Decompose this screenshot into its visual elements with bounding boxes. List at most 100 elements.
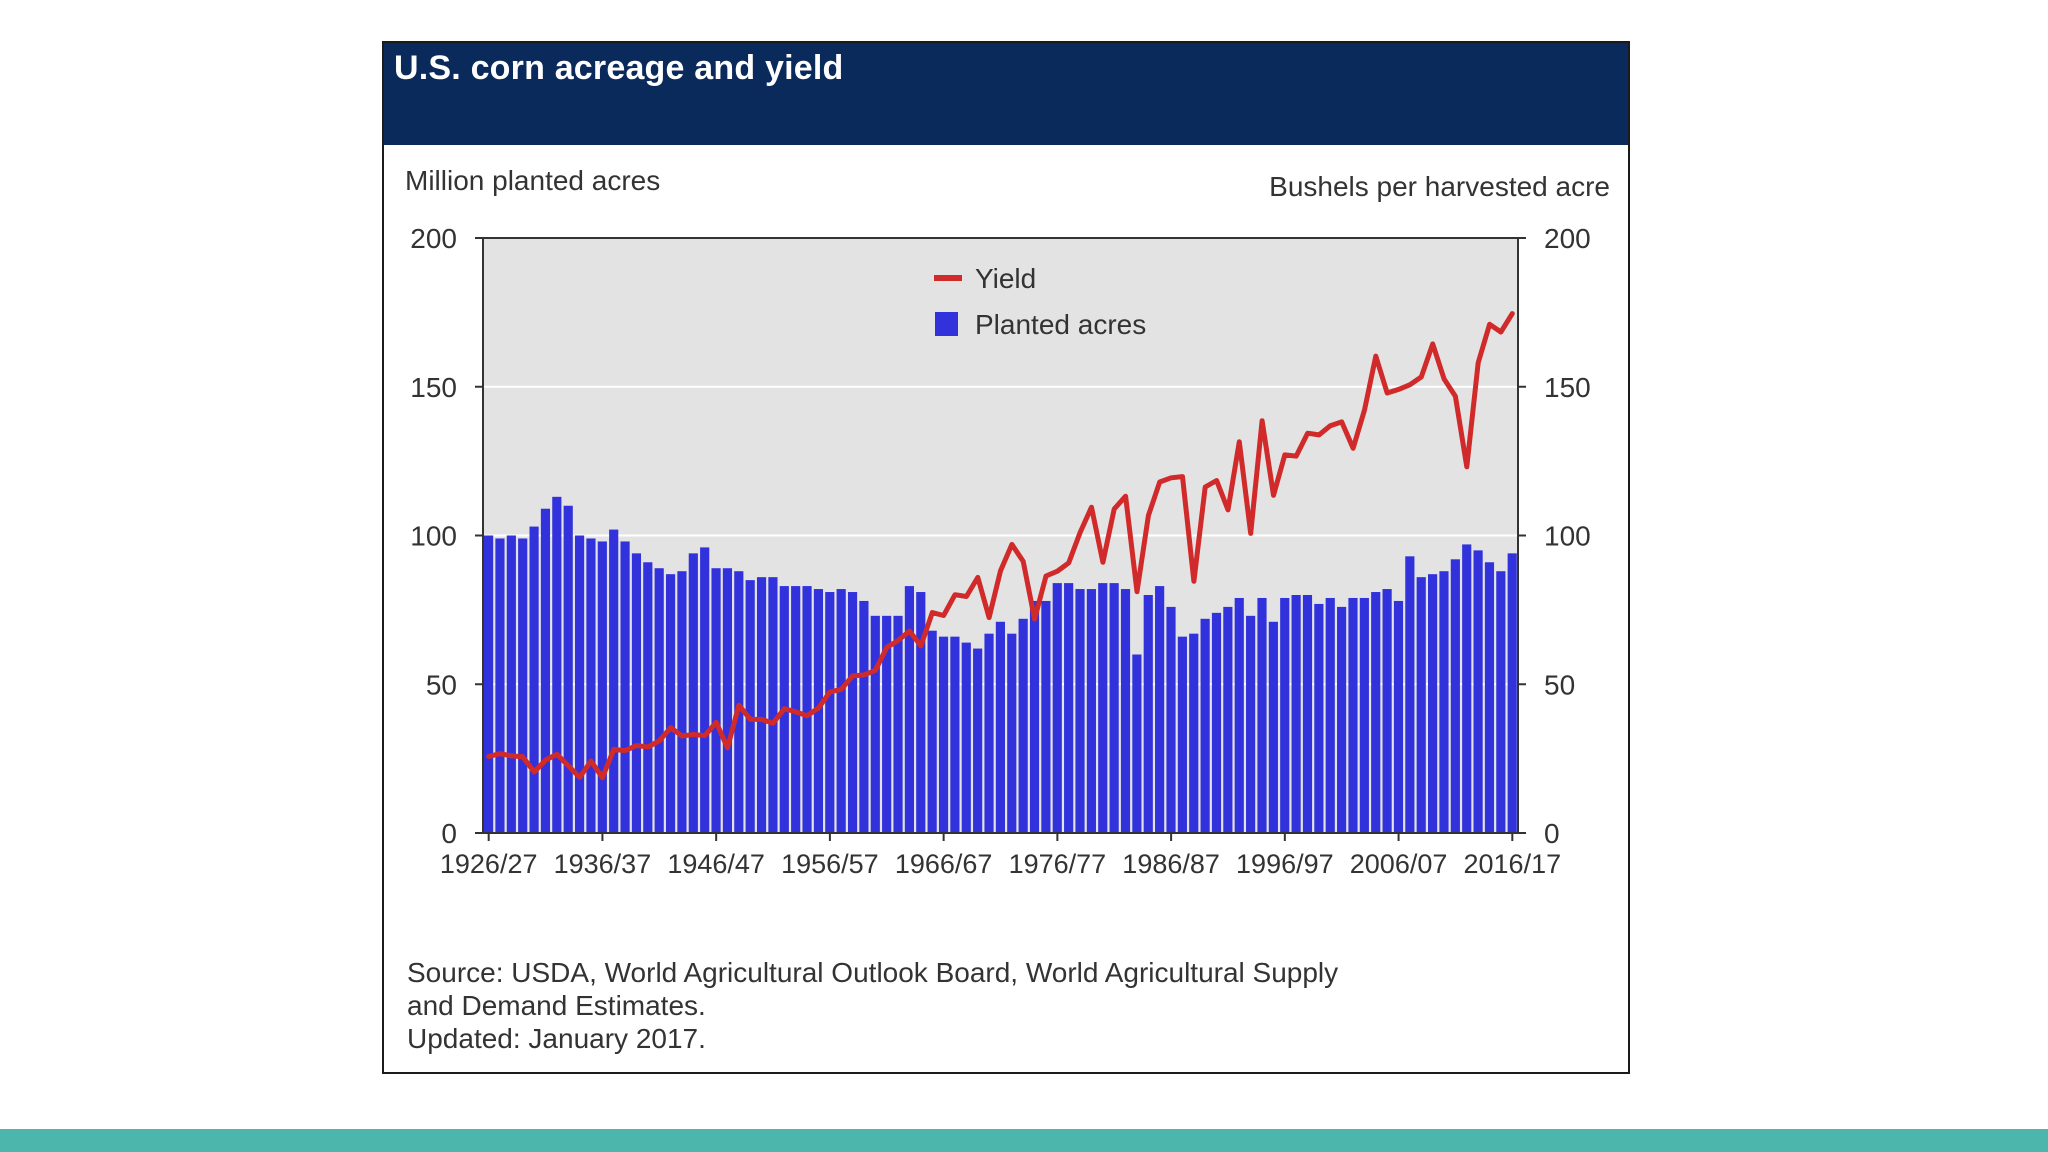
source-line: Source: USDA, World Agricultural Outlook…	[407, 957, 1339, 988]
yield-line	[486, 311, 1515, 781]
title-bar: U.S. corn acreage and yield	[384, 43, 1628, 145]
acreage-bar	[847, 592, 858, 833]
acreage-bar	[700, 547, 710, 833]
acreage-bar	[506, 535, 516, 833]
x-tick-label: 1926/27	[440, 849, 538, 879]
acreage-bar	[563, 505, 573, 833]
y-tick-label-left: 50	[426, 669, 457, 700]
acreage-bar	[916, 592, 926, 833]
acreage-bar	[1007, 633, 1017, 833]
acreage-bar	[1064, 583, 1074, 833]
source-line: and Demand Estimates.	[407, 990, 706, 1021]
acreage-bar	[574, 535, 585, 833]
x-tick-label: 2016/17	[1464, 849, 1562, 879]
acreage-bar	[688, 553, 698, 833]
acreage-bar	[540, 508, 551, 833]
acreage-bar	[529, 526, 539, 833]
y-tick-label-left: 100	[410, 521, 457, 552]
acreage-bar	[927, 630, 937, 833]
acreage-bar	[1211, 612, 1222, 833]
acreage-bar	[1416, 577, 1426, 833]
acreage-bar	[1189, 633, 1199, 833]
acreage-bar	[1302, 595, 1313, 833]
y-tick-label-left: 200	[410, 223, 457, 254]
y-tick-label-right: 100	[1544, 521, 1591, 552]
acreage-bar	[1257, 597, 1267, 833]
x-tick-label: 2006/07	[1350, 849, 1448, 879]
acreage-bar	[745, 580, 755, 833]
acreage-bar	[1428, 574, 1438, 833]
legend-acres-swatch	[935, 312, 958, 336]
acreage-bar	[1496, 571, 1506, 833]
x-tick-label: 1946/47	[667, 849, 765, 879]
acreage-bar	[893, 615, 903, 833]
acreage-bar	[1223, 606, 1233, 833]
acreage-bar	[1086, 589, 1096, 833]
acreage-bar	[1166, 606, 1176, 833]
acreage-bar	[620, 541, 630, 833]
acreage-bar	[1098, 583, 1108, 833]
acreage-bar	[1018, 618, 1028, 833]
acreage-bar	[961, 642, 971, 833]
y-axis-left-label: Million planted acres	[405, 165, 660, 196]
acreage-bar	[1075, 589, 1085, 833]
acreage-bar	[1155, 586, 1165, 833]
x-tick-label: 1956/57	[781, 849, 879, 879]
acreage-bar	[1120, 589, 1131, 833]
acreage-bar	[756, 577, 767, 833]
acreage-bar	[1109, 583, 1119, 833]
y-tick-label-right: 0	[1544, 818, 1560, 849]
acreage-bar	[984, 633, 994, 833]
acreage-bar	[1268, 621, 1278, 833]
y-tick-label-right: 50	[1544, 669, 1575, 700]
acreage-bar	[1484, 562, 1495, 833]
acreage-bar	[1200, 618, 1210, 833]
acreage-bar	[802, 586, 812, 833]
acreage-bar	[1348, 597, 1358, 833]
acreage-bar	[1052, 583, 1062, 833]
acreage-bar	[586, 538, 596, 833]
axes: 0 0 50 50 100 100 150 150 200 200 1926/27 1936/37 19…	[410, 223, 1590, 879]
x-tick-label: 1996/97	[1236, 849, 1334, 879]
x-tick-label: 1976/77	[1009, 849, 1107, 879]
acreage-bar	[1393, 600, 1404, 833]
acreage-bar	[518, 538, 528, 833]
acreage-bar	[1041, 600, 1051, 833]
acreage-bar	[1314, 603, 1324, 833]
source-note: Source: USDA, World Agricultural Outlook…	[407, 956, 1507, 1055]
acreage-bar	[882, 615, 892, 833]
x-tick-label: 1936/37	[554, 849, 652, 879]
source-line: Updated: January 2017.	[407, 1023, 706, 1054]
acreage-bar	[1473, 550, 1483, 833]
acreage-bar	[904, 586, 914, 833]
y-tick-label-left: 150	[410, 372, 457, 403]
acreage-bar	[973, 648, 983, 833]
acreage-bar	[995, 621, 1005, 833]
acreage-bar	[609, 529, 619, 833]
acreage-bar	[734, 571, 744, 833]
chart-title: U.S. corn acreage and yield	[394, 49, 844, 87]
acreage-bar	[1371, 592, 1381, 833]
x-tick-label: 1966/67	[895, 849, 993, 879]
acreage-bar	[1143, 595, 1153, 833]
acreage-bar	[859, 600, 869, 833]
acreage-bar	[722, 568, 733, 833]
acreage-bar	[1234, 597, 1244, 833]
x-tick-label: 1986/87	[1122, 849, 1220, 879]
acreage-bar	[836, 589, 846, 833]
acreage-bar	[1325, 597, 1335, 833]
acreage-bar	[1507, 553, 1517, 833]
acreage-bar	[1450, 559, 1460, 833]
legend-yield-label: Yield	[975, 263, 1036, 294]
y-axis-right-label: Bushels per harvested acre	[1269, 171, 1610, 202]
acreage-bar	[1029, 600, 1040, 833]
acreage-bar	[552, 496, 562, 833]
acreage-bar	[1177, 636, 1187, 833]
acreage-bar	[825, 592, 835, 833]
acreage-bar	[654, 568, 664, 833]
acreage-bar	[938, 636, 949, 833]
acreage-bar	[631, 553, 642, 833]
acreage-bar	[1246, 615, 1256, 833]
acreage-bar	[484, 535, 494, 833]
